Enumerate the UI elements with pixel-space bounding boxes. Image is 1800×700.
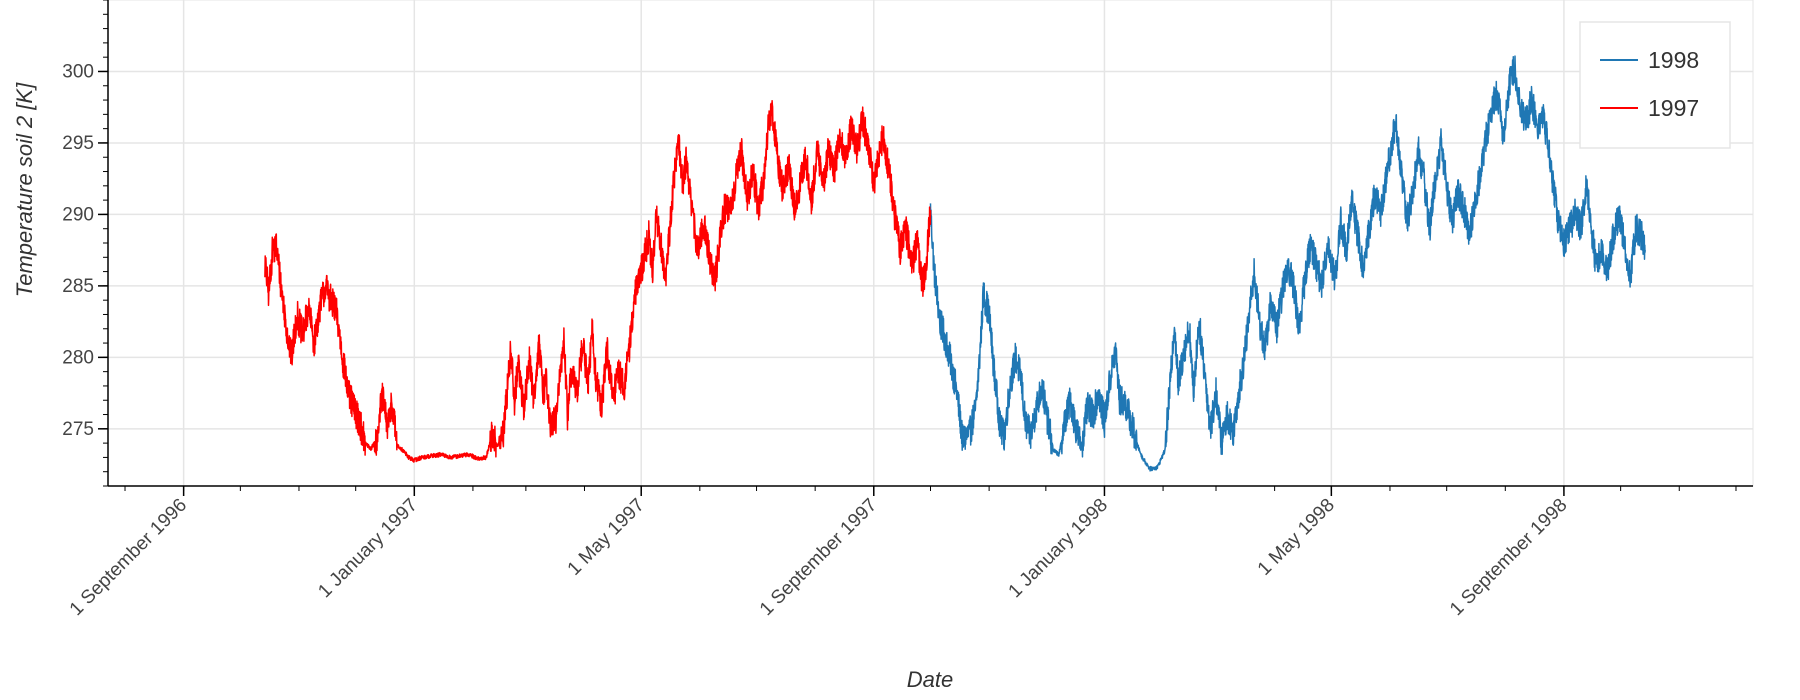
y-tick-label: 280 xyxy=(62,347,94,368)
y-tick-label: 290 xyxy=(62,204,94,225)
y-axis-title: Temperature soil 2 [K] xyxy=(12,82,37,297)
y-tick-label: 300 xyxy=(62,61,94,82)
legend-label-1997: 1997 xyxy=(1648,95,1699,121)
grid xyxy=(107,0,1754,487)
y-tick-label: 285 xyxy=(62,276,94,297)
series-line-1997 xyxy=(264,99,932,463)
y-tick-label: 295 xyxy=(62,133,94,154)
legend-box xyxy=(1579,21,1731,149)
series-line-1998 xyxy=(929,55,1646,472)
legend-label-1998: 1998 xyxy=(1648,47,1699,73)
legend: 1998 1997 xyxy=(1579,21,1731,149)
y-tick-label: 275 xyxy=(62,419,94,440)
series-lines xyxy=(264,55,1646,472)
x-axis-title: Date xyxy=(907,667,953,692)
